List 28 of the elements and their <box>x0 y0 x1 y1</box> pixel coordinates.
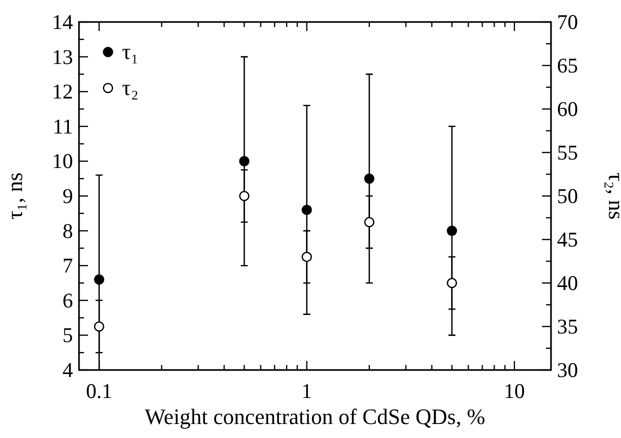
y2-tick-label: 50 <box>557 184 578 208</box>
y-tick-label: 10 <box>52 149 73 174</box>
y-axis-title: τ₁, ns <box>2 172 27 220</box>
x-tick-label: 10 <box>504 379 525 403</box>
y-tick-label: 11 <box>52 114 73 138</box>
x-tick-label: 0.1 <box>86 379 112 403</box>
y-tick-label: 9 <box>62 184 73 208</box>
y-tick-label: 13 <box>52 44 73 69</box>
legend-label: τ₁ <box>122 39 139 64</box>
y2-tick-label: 70 <box>557 10 578 34</box>
y2-tick-label: 55 <box>557 140 578 164</box>
y2-tick-label: 60 <box>557 97 578 121</box>
y-tick-label: 8 <box>62 218 73 243</box>
y-tick-label: 12 <box>52 80 73 104</box>
legend-label: τ₂ <box>122 75 139 100</box>
x-axis-title: Weight concentration of CdSe QDs, % <box>144 404 486 429</box>
y2-tick-label: 40 <box>557 271 578 295</box>
y-tick-label: 14 <box>52 10 74 34</box>
y-tick-label: 7 <box>62 254 73 278</box>
y2-tick-label: 30 <box>557 358 578 382</box>
y2-tick-label: 65 <box>557 54 578 78</box>
y-tick-label: 5 <box>62 323 73 348</box>
y-tick-label: 6 <box>62 288 73 312</box>
y2-tick-label: 45 <box>557 228 578 252</box>
y-tick-label: 4 <box>62 358 74 382</box>
y2-tick-label: 35 <box>557 314 578 338</box>
x-tick-label: 1 <box>302 379 312 403</box>
y2-axis-title: τ₂, ns <box>604 172 621 220</box>
